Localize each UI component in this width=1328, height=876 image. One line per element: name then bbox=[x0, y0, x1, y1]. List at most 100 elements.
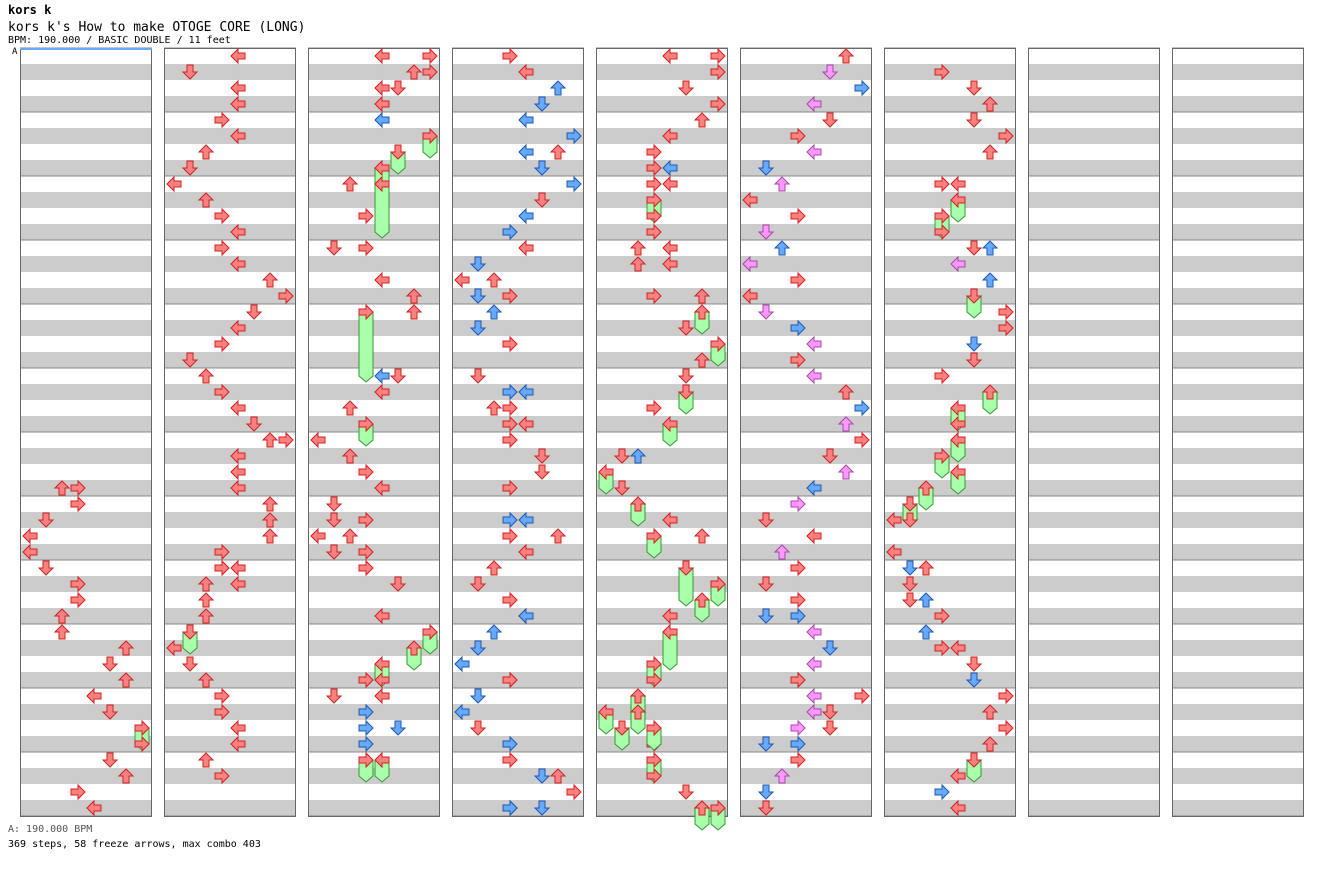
step-arrow bbox=[965, 352, 983, 368]
lane-band bbox=[20, 256, 152, 272]
step-arrow bbox=[854, 79, 870, 97]
lane-band bbox=[740, 96, 872, 112]
step-arrow bbox=[998, 719, 1014, 737]
lane-band bbox=[452, 128, 584, 144]
step-arrow bbox=[854, 687, 870, 705]
lane-band bbox=[1172, 160, 1304, 176]
step-arrow bbox=[917, 480, 935, 496]
step-arrow bbox=[469, 640, 487, 656]
lane-band bbox=[452, 416, 584, 432]
lane-band bbox=[596, 288, 728, 304]
step-arrow bbox=[549, 144, 567, 160]
step-arrow bbox=[405, 304, 423, 320]
lane-band bbox=[164, 128, 296, 144]
step-arrow bbox=[230, 127, 246, 145]
step-arrow bbox=[518, 63, 534, 81]
step-arrow bbox=[790, 559, 806, 577]
step-arrow bbox=[950, 463, 966, 481]
step-arrow bbox=[901, 592, 919, 608]
step-arrow bbox=[469, 256, 487, 272]
step-arrow bbox=[533, 768, 551, 784]
step-arrow bbox=[613, 480, 631, 496]
step-arrow bbox=[677, 368, 695, 384]
step-arrow bbox=[502, 671, 518, 689]
lane-band bbox=[1028, 512, 1160, 528]
lane-band bbox=[20, 64, 152, 80]
step-arrow bbox=[566, 175, 582, 193]
lane-band bbox=[1028, 800, 1160, 816]
step-arrow bbox=[278, 287, 294, 305]
step-arrow bbox=[790, 319, 806, 337]
lane-band bbox=[164, 704, 296, 720]
step-arrow bbox=[518, 607, 534, 625]
step-arrow bbox=[214, 111, 230, 129]
step-arrow bbox=[325, 544, 343, 560]
step-arrow bbox=[214, 239, 230, 257]
step-arrow bbox=[662, 623, 678, 641]
step-arrow bbox=[214, 559, 230, 577]
step-arrow bbox=[358, 463, 374, 481]
artist-name: kors k bbox=[8, 3, 52, 17]
step-arrow bbox=[886, 543, 902, 561]
step-arrow bbox=[230, 575, 246, 593]
lane-band bbox=[452, 448, 584, 464]
lane-band bbox=[740, 128, 872, 144]
step-arrow bbox=[965, 112, 983, 128]
lane-band bbox=[1172, 416, 1304, 432]
chart-column bbox=[1028, 48, 1160, 817]
step-arrow bbox=[502, 735, 518, 753]
lane-band bbox=[884, 352, 1016, 368]
step-arrow bbox=[598, 463, 614, 481]
step-arrow bbox=[981, 384, 999, 400]
lane-band bbox=[452, 512, 584, 528]
step-arrow bbox=[518, 383, 534, 401]
lane-band bbox=[308, 608, 440, 624]
step-arrow bbox=[37, 560, 55, 576]
step-arrow bbox=[981, 736, 999, 752]
step-arrow bbox=[325, 512, 343, 528]
step-arrow bbox=[358, 751, 374, 769]
step-arrow bbox=[757, 576, 775, 592]
step-arrow bbox=[934, 63, 950, 81]
lane-band bbox=[452, 256, 584, 272]
lane-band bbox=[308, 448, 440, 464]
step-arrow bbox=[518, 511, 534, 529]
step-arrow bbox=[646, 527, 662, 545]
step-arrow bbox=[358, 719, 374, 737]
step-arrow bbox=[245, 304, 263, 320]
step-arrow bbox=[422, 623, 438, 641]
step-arrow bbox=[230, 479, 246, 497]
lane-band bbox=[452, 736, 584, 752]
step-arrow bbox=[389, 576, 407, 592]
lane-band bbox=[884, 576, 1016, 592]
step-arrow bbox=[518, 111, 534, 129]
lane-band bbox=[740, 576, 872, 592]
step-arrow bbox=[837, 384, 855, 400]
step-arrow bbox=[374, 79, 390, 97]
step-arrow bbox=[533, 96, 551, 112]
step-arrow bbox=[837, 416, 855, 432]
lane-band bbox=[1172, 704, 1304, 720]
step-arrow bbox=[965, 240, 983, 256]
step-arrow bbox=[230, 463, 246, 481]
lane-band bbox=[164, 480, 296, 496]
step-arrow bbox=[405, 64, 423, 80]
lane-band bbox=[1028, 608, 1160, 624]
step-arrow bbox=[358, 703, 374, 721]
lane-band bbox=[20, 512, 152, 528]
step-arrow bbox=[261, 432, 279, 448]
lane-band bbox=[1172, 64, 1304, 80]
step-arrow bbox=[117, 768, 135, 784]
step-arrow bbox=[981, 240, 999, 256]
step-arrow bbox=[549, 528, 567, 544]
lane-band bbox=[164, 256, 296, 272]
lane-band bbox=[20, 480, 152, 496]
step-arrow bbox=[646, 175, 662, 193]
step-arrow bbox=[806, 655, 822, 673]
step-arrow bbox=[374, 111, 390, 129]
step-arrow bbox=[710, 63, 726, 81]
lane-band bbox=[884, 800, 1016, 816]
step-arrow bbox=[469, 288, 487, 304]
step-arrow bbox=[374, 479, 390, 497]
step-arrow bbox=[70, 783, 86, 801]
